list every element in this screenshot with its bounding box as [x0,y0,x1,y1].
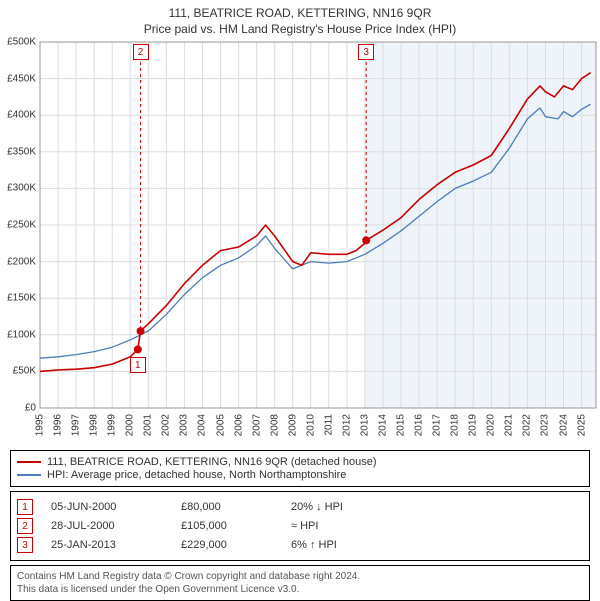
event-row: 2 28-JUL-2000 £105,000 ≈ HPI [15,518,585,534]
x-axis-label: 2024 [558,414,569,436]
x-axis-label: 2023 [540,414,551,436]
x-axis-label: 2014 [377,414,388,436]
legend-item: 111, BEATRICE ROAD, KETTERING, NN16 9QR … [17,456,583,468]
event-date: 25-JAN-2013 [51,539,181,551]
y-axis-label: £500K [0,37,36,48]
event-marker-badge: 1 [130,357,146,373]
event-row: 1 05-JUN-2000 £80,000 20% ↓ HPI [15,499,585,515]
chart-title: 111, BEATRICE ROAD, KETTERING, NN16 9QR [0,6,600,20]
x-axis-label: 2022 [522,414,533,436]
x-axis-label: 2018 [450,414,461,436]
event-badge: 1 [17,499,33,515]
line-chart [38,40,598,410]
x-axis-label: 2001 [143,414,154,436]
event-delta: 6% ↑ HPI [291,539,441,551]
y-axis-label: £350K [0,146,36,157]
event-badge: 2 [17,518,33,534]
y-axis-label: £450K [0,73,36,84]
events-table: 1 05-JUN-2000 £80,000 20% ↓ HPI 2 28-JUL… [10,491,590,561]
y-axis-label: £400K [0,110,36,121]
chart-area: £0£50K£100K£150K£200K£250K£300K£350K£400… [38,40,598,410]
x-axis-label: 2008 [269,414,280,436]
event-date: 05-JUN-2000 [51,501,181,513]
x-axis-label: 2021 [504,414,515,436]
event-price: £80,000 [181,501,291,513]
x-axis-label: 2007 [251,414,262,436]
x-axis-label: 1998 [89,414,100,436]
x-axis-label: 1995 [35,414,46,436]
x-axis-label: 2006 [233,414,244,436]
event-row: 3 25-JAN-2013 £229,000 6% ↑ HPI [15,537,585,553]
y-axis-label: £300K [0,183,36,194]
event-price: £105,000 [181,520,291,532]
legend-item: HPI: Average price, detached house, Nort… [17,469,583,481]
x-axis-label: 2004 [197,414,208,436]
event-marker-badge: 2 [133,44,149,60]
legend-swatch [17,474,41,476]
x-axis-label: 2020 [486,414,497,436]
legend: 111, BEATRICE ROAD, KETTERING, NN16 9QR … [10,450,590,487]
y-axis-label: £50K [0,366,36,377]
x-axis-label: 2012 [341,414,352,436]
y-axis-label: £0 [0,403,36,414]
y-axis-label: £150K [0,293,36,304]
x-axis-label: 2010 [305,414,316,436]
x-axis-label: 2015 [396,414,407,436]
x-axis-label: 2000 [125,414,136,436]
x-axis-label: 1996 [53,414,64,436]
event-date: 28-JUL-2000 [51,520,181,532]
x-axis-label: 2002 [161,414,172,436]
chart-subtitle: Price paid vs. HM Land Registry's House … [0,22,600,36]
footer-attribution: Contains HM Land Registry data © Crown c… [10,565,590,601]
legend-swatch [17,461,41,463]
footer-line: Contains HM Land Registry data © Crown c… [17,570,583,583]
x-axis-label: 2019 [468,414,479,436]
legend-label: HPI: Average price, detached house, Nort… [47,469,346,481]
x-axis-label: 2025 [576,414,587,436]
x-axis-label: 2013 [359,414,370,436]
legend-label: 111, BEATRICE ROAD, KETTERING, NN16 9QR … [47,456,377,468]
x-axis-label: 2011 [323,414,334,436]
event-delta: ≈ HPI [291,520,441,532]
x-axis-label: 1997 [71,414,82,436]
event-badge: 3 [17,537,33,553]
x-axis-label: 1999 [107,414,118,436]
x-axis-label: 2009 [287,414,298,436]
y-axis-label: £100K [0,329,36,340]
x-axis-label: 2016 [414,414,425,436]
event-price: £229,000 [181,539,291,551]
x-axis-label: 2005 [215,414,226,436]
y-axis-label: £200K [0,256,36,267]
x-axis-label: 2017 [432,414,443,436]
y-axis-label: £250K [0,220,36,231]
x-axis-label: 2003 [179,414,190,436]
event-marker-badge: 3 [358,44,374,60]
event-delta: 20% ↓ HPI [291,501,441,513]
